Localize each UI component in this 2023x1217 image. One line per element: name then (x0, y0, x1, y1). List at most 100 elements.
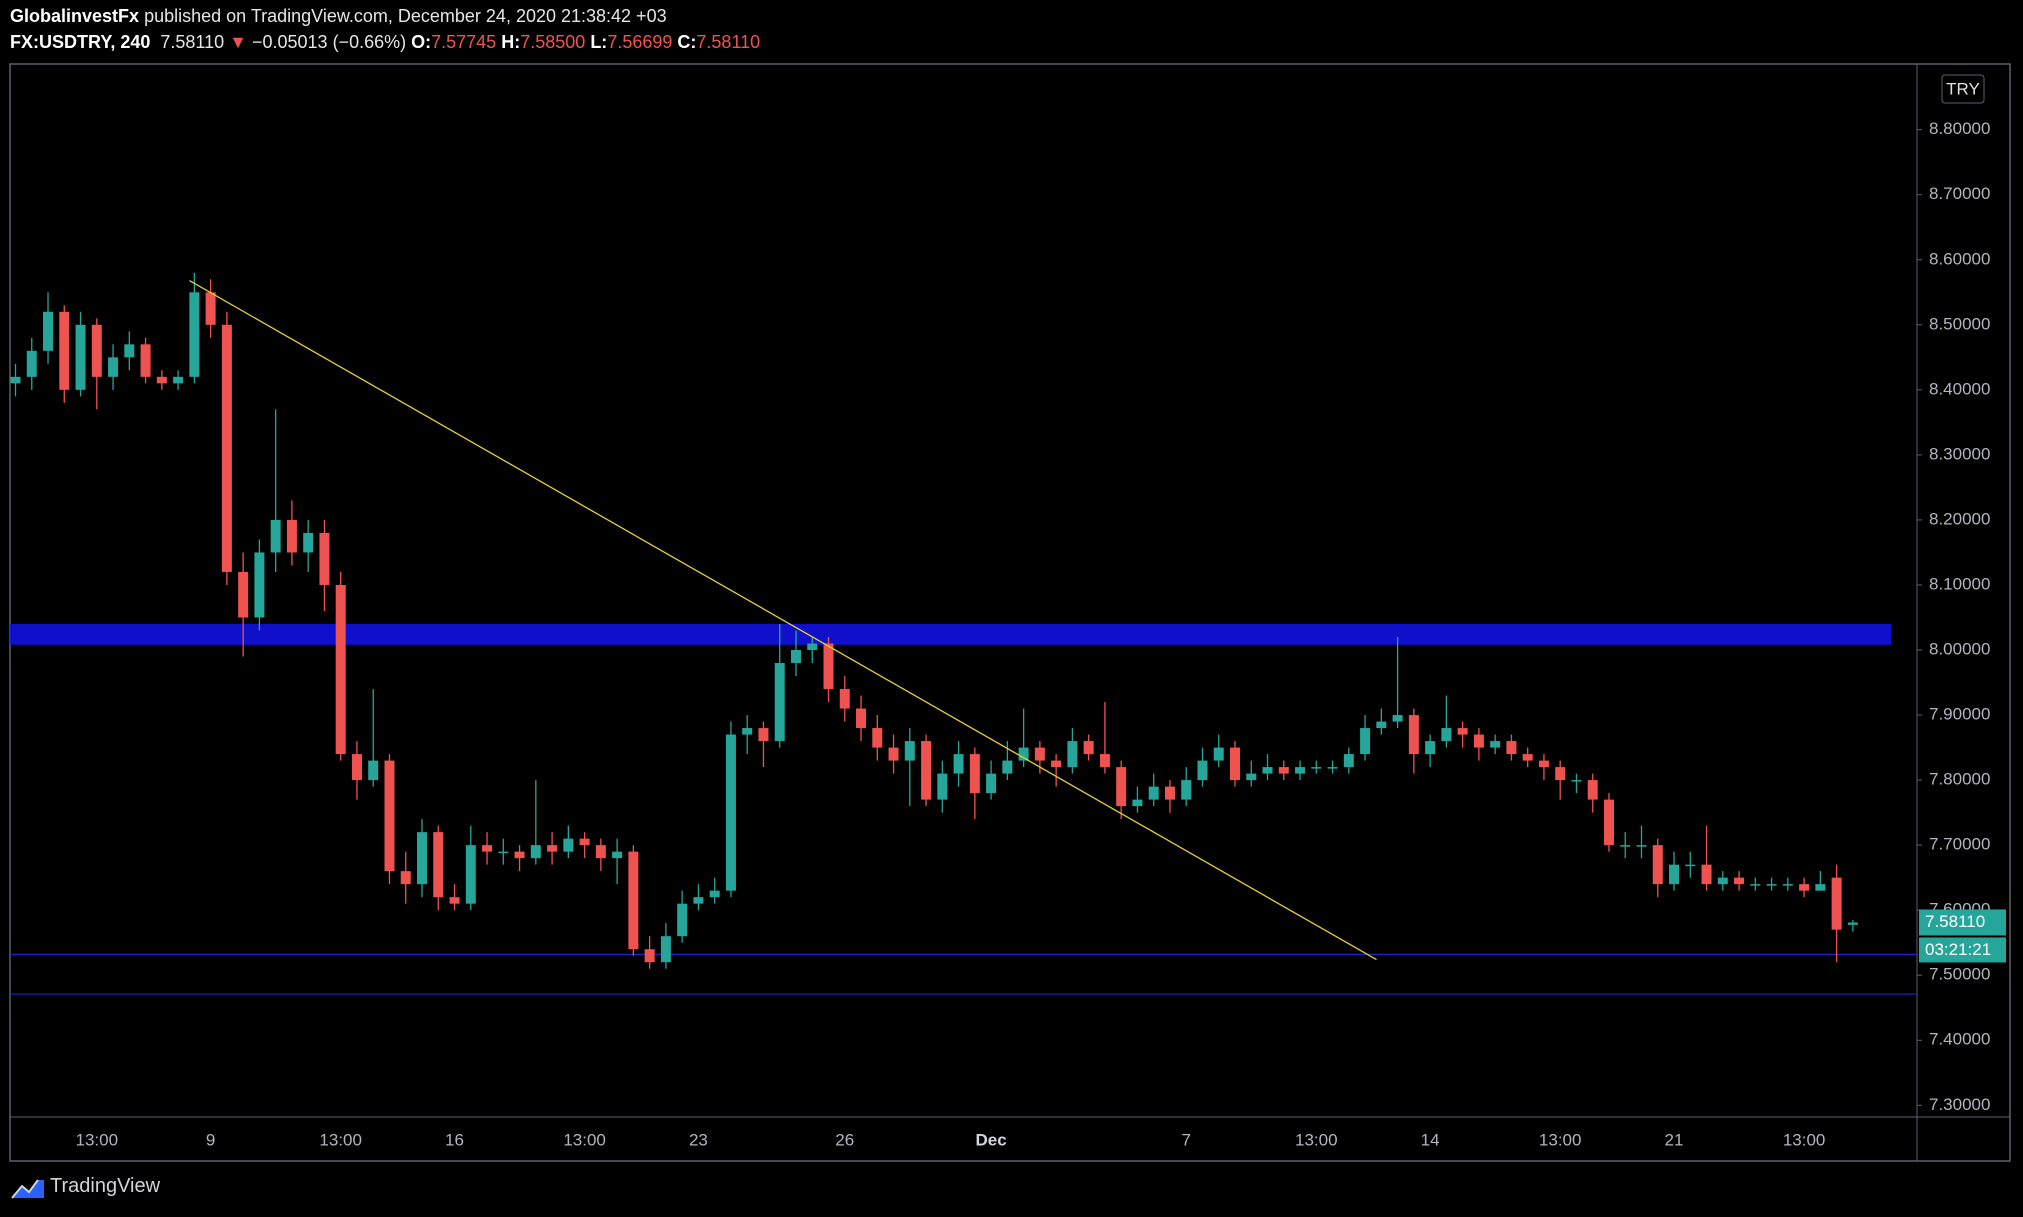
y-tick-label: 8.20000 (1929, 509, 1990, 528)
x-tick-label: 23 (689, 1130, 708, 1149)
x-tick-label: 13:00 (1783, 1130, 1826, 1149)
candle-body (872, 728, 883, 748)
candle-body (1490, 741, 1501, 748)
logo (11, 1179, 44, 1199)
brand: TradingView (50, 1175, 161, 1197)
y-tick-label: 7.70000 (1929, 835, 1990, 854)
symbol: FX:USDTRY, 240 (10, 32, 151, 52)
candle-body (1376, 721, 1387, 729)
y-tick-label: 7.50000 (1929, 965, 1990, 984)
candle-body (774, 663, 785, 742)
candle-body (221, 324, 232, 572)
x-tick-label: 13:00 (76, 1130, 119, 1149)
candle-body (888, 747, 899, 761)
last-price-label: 7.58110 (1925, 912, 1985, 931)
candle-body (10, 376, 21, 384)
candle-body (1262, 767, 1273, 774)
plot (10, 272, 1917, 995)
x-tick-label: 9 (206, 1130, 215, 1149)
candle-body (1701, 864, 1712, 885)
candle-body (563, 838, 574, 852)
candle-body (953, 754, 964, 774)
candle-body (856, 708, 867, 729)
x-tick-label: 13:00 (1295, 1130, 1338, 1149)
x-tick-label: 13:00 (319, 1130, 362, 1149)
candle-body (433, 832, 444, 898)
candle-body (1506, 741, 1517, 755)
candle-body (1164, 786, 1175, 800)
candle-body (400, 871, 411, 885)
x-tick-label: 7 (1181, 1130, 1190, 1149)
candle-body (1555, 767, 1566, 781)
candle-body (1099, 754, 1110, 768)
candle-body (1782, 884, 1793, 886)
candle-body (205, 292, 216, 325)
candle-body (254, 552, 265, 618)
candle-body (790, 650, 801, 664)
candle-body (1018, 747, 1029, 761)
candle-body (758, 728, 769, 742)
candle-body (319, 532, 330, 585)
y-tick-label: 8.40000 (1929, 379, 1990, 398)
candle-body (644, 949, 655, 963)
candle-body (579, 838, 590, 846)
candle-body (1148, 786, 1159, 800)
candle-body (465, 845, 476, 904)
candle-body (1457, 728, 1468, 735)
candle-body (1636, 845, 1647, 847)
x-tick-label: 13:00 (1539, 1130, 1582, 1149)
candle-body (725, 734, 736, 891)
candle-body (1538, 760, 1549, 768)
candle-body (351, 754, 362, 781)
candle-body (1734, 877, 1745, 885)
candle-body (1750, 884, 1761, 886)
o-label: O: (411, 32, 432, 52)
resistance-zone (10, 623, 1891, 645)
candle-body (498, 851, 509, 854)
y-tick-label: 7.30000 (1929, 1095, 1990, 1114)
candle-body (530, 845, 541, 859)
x-tick-label: 14 (1421, 1130, 1440, 1149)
candle-body (75, 324, 86, 390)
candle-body (595, 845, 606, 859)
candle-body (1587, 780, 1598, 800)
candle-body (1799, 884, 1810, 891)
x-tick-label: 26 (835, 1130, 854, 1149)
candle-body (1116, 767, 1127, 807)
l-label: L: (590, 32, 608, 52)
candle-body (124, 344, 135, 358)
candle-body (449, 897, 460, 904)
candle-body (1311, 767, 1322, 769)
candle-body (1815, 884, 1826, 891)
candle-body (1327, 767, 1338, 769)
candle-body (59, 311, 70, 390)
candle-body (1051, 760, 1062, 768)
candle-body (1620, 845, 1631, 847)
candle-body (26, 350, 37, 377)
countdown-box (1919, 937, 2006, 963)
candle-body (742, 728, 753, 735)
c: 7.58110 (696, 32, 761, 52)
published: published on TradingView.com, December 2… (144, 6, 667, 26)
candle-body (384, 760, 395, 872)
candle-body (417, 832, 427, 885)
last-price-box (1919, 909, 2006, 936)
candle-body (1392, 715, 1403, 722)
h: 7.58500 (520, 32, 586, 52)
candle-body (1181, 780, 1192, 800)
y-tick-label: 7.90000 (1929, 705, 1990, 724)
candle-body (937, 773, 948, 800)
candle-body (1246, 773, 1257, 781)
quote-line: FX:USDTRY, 240 7.58110 ▼ −0.05013 (−0.66… (10, 32, 760, 53)
candle-body (1360, 728, 1371, 755)
candle-body (173, 376, 184, 384)
candle-body (807, 643, 818, 651)
candle-body (612, 851, 623, 859)
candle-body (1831, 877, 1842, 930)
x-tick-label: 21 (1665, 1130, 1684, 1149)
candle-body (904, 741, 915, 761)
candle-body (1213, 747, 1224, 761)
candle-body (1278, 767, 1289, 774)
